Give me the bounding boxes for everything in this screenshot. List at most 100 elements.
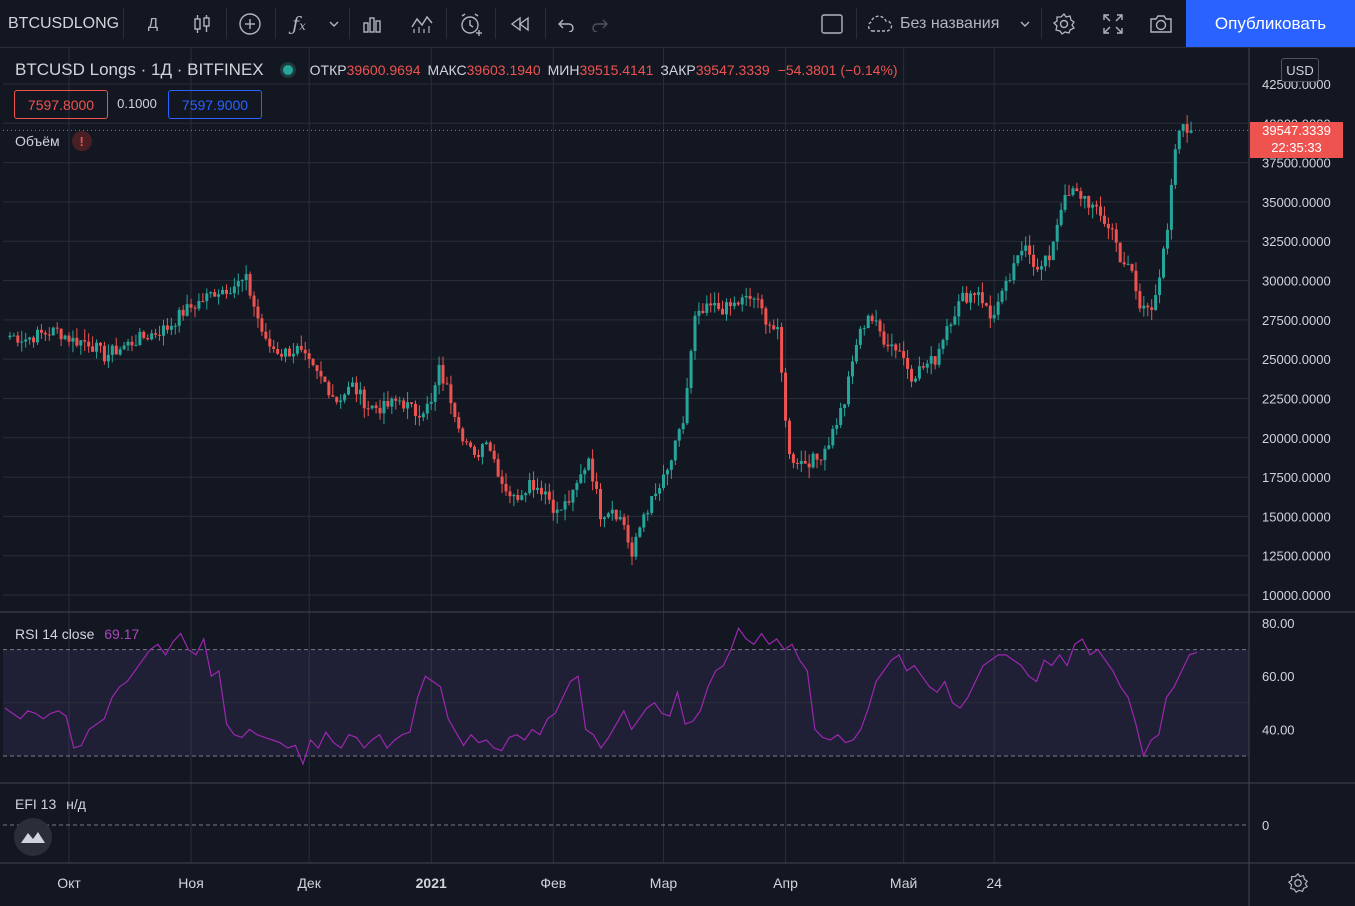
candle-body <box>315 365 319 371</box>
chart-type-button[interactable] <box>188 0 216 47</box>
candle-body <box>150 333 154 340</box>
candle-body <box>815 453 819 460</box>
candle-body <box>197 301 201 309</box>
candle-body <box>47 334 51 336</box>
time-tick-label: Мар <box>650 875 678 891</box>
candle-body <box>618 517 622 520</box>
candle-body <box>276 349 280 354</box>
candle-body <box>504 483 508 492</box>
tradingview-logo[interactable] <box>14 818 52 856</box>
candle-body <box>382 400 386 414</box>
efi-legend[interactable]: EFI 13 н/д <box>15 796 86 812</box>
chart-canvas[interactable]: 42500.000040000.000037500.000035000.0000… <box>0 48 1355 906</box>
chevron-down-icon <box>329 21 339 27</box>
candle-body <box>760 299 764 309</box>
change-value: −54.3801 (−0.14%) <box>777 62 898 78</box>
symbol-name: BTCUSDLONG <box>8 14 120 32</box>
publish-button[interactable]: Опубликовать <box>1186 0 1355 47</box>
candle-body <box>595 481 599 489</box>
candle-body <box>213 292 217 297</box>
candle-body <box>724 302 728 315</box>
time-tick-label: 24 <box>986 875 1002 891</box>
candle-body <box>583 469 587 475</box>
candle-body <box>67 335 71 342</box>
candle-body <box>642 514 646 528</box>
candle-body <box>894 344 898 351</box>
volume-legend[interactable]: Объём ! <box>15 131 92 151</box>
candle-body <box>551 499 555 513</box>
candle-body <box>630 542 634 557</box>
alert-button[interactable] <box>456 0 486 47</box>
candle-body <box>272 346 276 350</box>
candle-body <box>732 302 736 307</box>
low-value: 39515.4141 <box>579 62 654 78</box>
redo-button[interactable] <box>588 0 614 47</box>
candle-body <box>410 402 414 404</box>
candle-body <box>827 445 831 449</box>
save-layout-button[interactable]: Без названия <box>864 0 1036 47</box>
fullscreen-button[interactable] <box>1099 0 1127 47</box>
candle-body <box>71 337 75 342</box>
rsi-legend[interactable]: RSI 14 close 69.17 <box>15 626 139 642</box>
candle-body <box>654 493 658 497</box>
symbol-search-button[interactable]: BTCUSDLONG <box>8 0 120 47</box>
candle-body <box>366 408 370 410</box>
candle-body <box>721 308 725 315</box>
buy-button[interactable]: 7597.9000 <box>168 90 262 119</box>
toolbar-divider <box>495 8 496 39</box>
candle-body <box>1055 224 1059 242</box>
price-tick-label: 27500.0000 <box>1262 313 1331 328</box>
candle-body <box>55 327 59 329</box>
layout-button[interactable] <box>818 0 846 47</box>
candle-body <box>1051 241 1055 261</box>
candle-body <box>819 459 823 461</box>
price-tick-label: 35000.0000 <box>1262 195 1331 210</box>
snapshot-button[interactable] <box>1146 0 1176 47</box>
candle-body <box>658 488 662 494</box>
financials-button[interactable] <box>358 0 386 47</box>
price-tick-label: 30000.0000 <box>1262 274 1331 289</box>
candle-body <box>969 293 973 303</box>
templates-button[interactable] <box>408 0 436 47</box>
currency-button[interactable]: USD <box>1281 58 1319 82</box>
chart-settings-button[interactable] <box>1287 872 1309 894</box>
sell-button[interactable]: 7597.8000 <box>14 90 108 119</box>
candle-body <box>1020 250 1024 256</box>
candle-body <box>417 415 421 418</box>
candle-body <box>378 407 382 414</box>
candle-body <box>1102 215 1106 224</box>
indicators-dropdown[interactable] <box>326 0 342 47</box>
settings-button[interactable] <box>1050 0 1078 47</box>
candle-body <box>390 398 394 407</box>
candle-body <box>134 344 138 346</box>
candle-body <box>614 509 618 520</box>
interval-button[interactable]: Д <box>138 0 168 47</box>
candle-body <box>248 274 252 296</box>
candle-body <box>350 382 354 387</box>
candle-body <box>130 341 134 346</box>
candle-body <box>772 325 776 330</box>
rsi-value: 69.17 <box>104 626 140 642</box>
indicators-button[interactable]: ƒx <box>285 0 313 47</box>
candle-body <box>394 398 398 401</box>
candle-body <box>1142 305 1146 309</box>
candle-body <box>500 476 504 484</box>
rsi-tick-label: 80.00 <box>1262 616 1295 631</box>
candle-body <box>98 342 102 346</box>
replay-button[interactable] <box>506 0 534 47</box>
plus-circle-icon <box>239 12 261 35</box>
candle-body <box>433 385 437 402</box>
candle-body <box>95 342 99 352</box>
gear-icon <box>1287 872 1309 893</box>
candle-body <box>465 441 469 443</box>
candle-body <box>87 341 91 347</box>
undo-button[interactable] <box>552 0 578 47</box>
candle-body <box>122 345 126 350</box>
compare-button[interactable] <box>236 0 264 47</box>
toolbar-divider <box>545 8 546 39</box>
candle-body <box>803 460 807 464</box>
candle-body <box>665 469 669 475</box>
warning-icon[interactable]: ! <box>71 131 92 151</box>
indicators-icon <box>411 15 433 33</box>
candle-body <box>193 307 197 309</box>
